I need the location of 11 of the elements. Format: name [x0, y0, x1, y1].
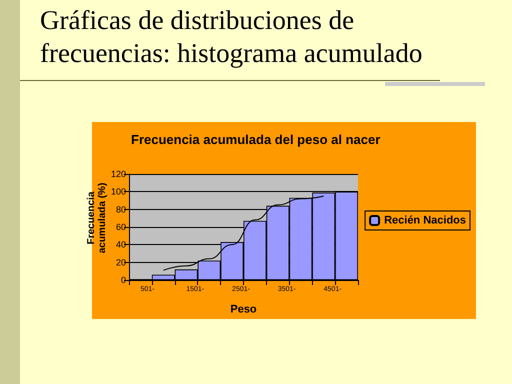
y-tick-label: 100: [110, 186, 126, 197]
legend-label: Recién Nacidos: [384, 214, 466, 226]
y-tick-label: 80: [116, 204, 126, 214]
x-axis-title: Peso: [230, 304, 257, 316]
y-axis-title: Frecuencia acumulada (%): [86, 182, 108, 256]
y-tick-label: 120: [110, 169, 126, 179]
chart-subtitle: Frecuencia acumulada del peso al nacer: [131, 132, 380, 147]
y-tick-label: 20: [116, 257, 126, 268]
chart-title: Gráficas de distribuciones de frecuencias: histograma acumulado: [40, 4, 424, 70]
y-tick-label: 40: [116, 240, 126, 250]
y-tick-label: 60: [116, 222, 126, 232]
